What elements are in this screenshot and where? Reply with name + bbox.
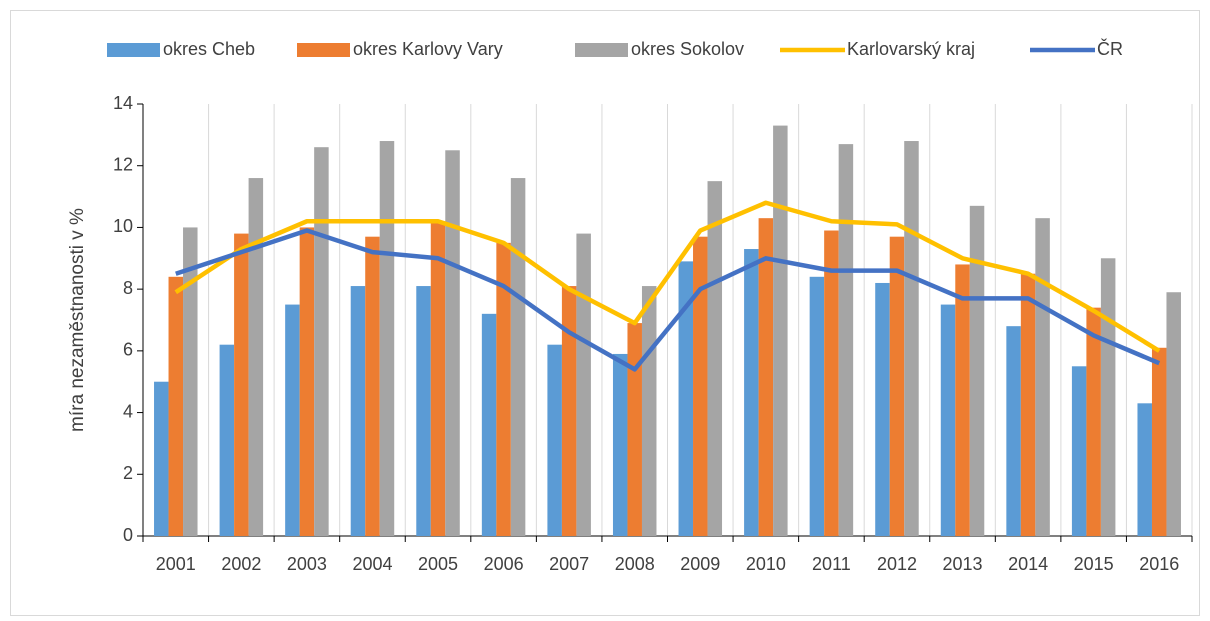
x-tick-label: 2008 — [615, 554, 655, 574]
bar — [875, 282, 890, 536]
legend-swatch — [575, 43, 628, 57]
x-tick-label: 2006 — [484, 554, 524, 574]
y-tick-label: 8 — [123, 278, 133, 298]
bar — [430, 221, 446, 536]
bar — [904, 141, 919, 536]
bar — [219, 344, 235, 536]
legend-swatch — [297, 43, 350, 57]
bar — [940, 304, 956, 536]
bar — [612, 353, 628, 536]
bar — [824, 230, 839, 536]
bar — [248, 178, 264, 537]
bar — [350, 286, 366, 536]
bar — [365, 236, 380, 536]
y-tick-label: 2 — [123, 463, 133, 483]
bar — [1020, 273, 1036, 536]
y-axis-label: míra nezaměstnanosti v % — [67, 208, 88, 432]
y-tick-label: 0 — [123, 525, 133, 545]
x-tick-label: 2004 — [352, 554, 392, 574]
bar — [889, 236, 905, 536]
legend-label: okres Karlovy Vary — [353, 39, 503, 59]
bar — [1086, 307, 1101, 536]
bar — [707, 181, 723, 536]
x-tick-label: 2009 — [680, 554, 720, 574]
y-tick-label: 12 — [113, 154, 133, 174]
bar — [416, 286, 431, 536]
x-tick-label: 2013 — [943, 554, 983, 574]
bar — [1035, 218, 1050, 536]
legend-label: okres Cheb — [163, 39, 255, 59]
x-tick-label: 2012 — [877, 554, 917, 574]
bar — [445, 150, 460, 537]
bar — [547, 344, 562, 536]
x-tick-label: 2002 — [221, 554, 261, 574]
bar — [1100, 258, 1116, 536]
legend-swatch — [107, 43, 160, 57]
bar — [1006, 326, 1021, 536]
x-tick-label: 2011 — [812, 554, 851, 574]
line — [174, 200, 1161, 353]
bar — [1137, 403, 1152, 536]
y-tick-label: 14 — [113, 93, 133, 113]
y-tick-label: 6 — [123, 340, 133, 360]
bar — [758, 218, 774, 536]
bar — [955, 264, 970, 536]
bar — [838, 144, 854, 536]
bar — [379, 141, 395, 536]
bar — [510, 178, 526, 537]
bar — [693, 236, 708, 536]
bar — [496, 242, 511, 536]
line — [175, 228, 1161, 372]
x-tick-label: 2014 — [1008, 554, 1048, 574]
y-tick-label: 10 — [113, 216, 133, 236]
x-tick-label: 2016 — [1139, 554, 1179, 574]
x-tick-label: 2005 — [418, 554, 458, 574]
legend-label: okres Sokolov — [631, 39, 744, 59]
bar — [1071, 366, 1087, 536]
x-tick-label: 2015 — [1074, 554, 1114, 574]
bar — [154, 381, 169, 536]
x-tick-label: 2003 — [287, 554, 327, 574]
bar — [627, 323, 642, 536]
x-tick-label: 2001 — [156, 554, 196, 574]
bar — [234, 233, 249, 536]
bar — [809, 276, 825, 536]
bar — [561, 286, 577, 536]
legend-label: ČR — [1097, 38, 1123, 59]
x-tick-label: 2010 — [746, 554, 786, 574]
bar — [576, 233, 591, 536]
y-tick-label: 4 — [123, 401, 133, 421]
bar — [314, 147, 329, 536]
bar — [773, 125, 788, 536]
bar — [744, 249, 759, 536]
bar — [678, 261, 694, 536]
bar — [1151, 347, 1167, 536]
bar — [1166, 292, 1181, 536]
bar — [299, 227, 315, 536]
bar — [481, 313, 497, 536]
x-tick-label: 2007 — [549, 554, 589, 574]
bar — [285, 304, 300, 536]
bar — [168, 276, 184, 536]
legend-label: Karlovarský kraj — [847, 39, 975, 59]
bar — [183, 227, 198, 536]
bar — [969, 205, 985, 537]
bar — [641, 286, 657, 536]
